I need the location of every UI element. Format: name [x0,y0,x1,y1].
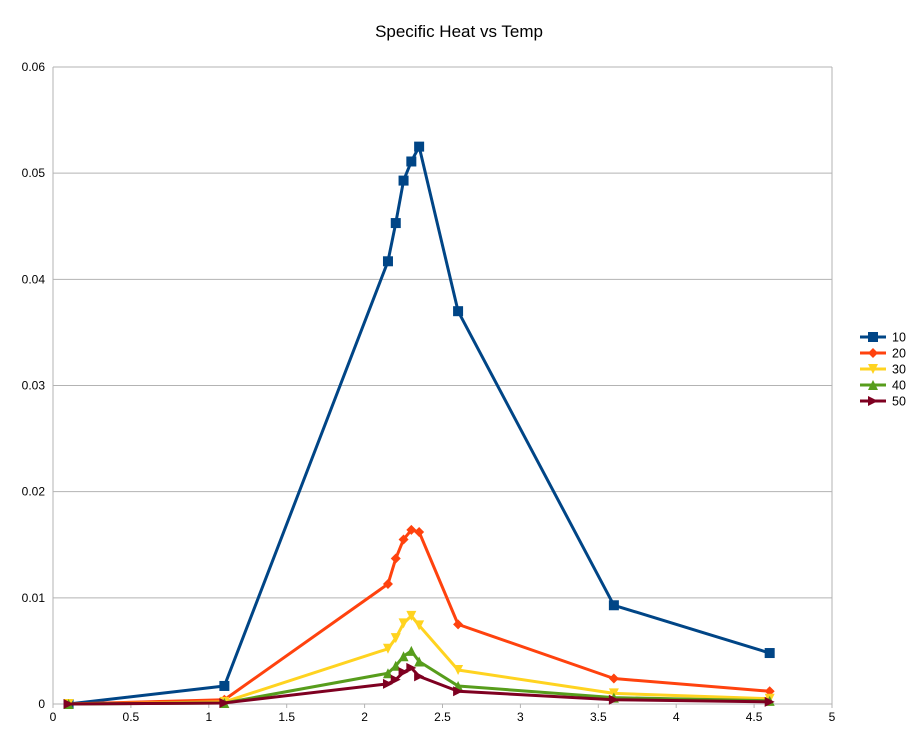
x-tick-label: 1 [205,710,212,724]
y-tick-label: 0.06 [22,60,46,74]
legend-item-50: 50 [860,395,906,409]
grid-lines [52,66,833,705]
data-point-10 [390,218,401,229]
data-point-50 [764,696,775,707]
data-point-50 [382,678,393,689]
data-point-50 [398,667,409,678]
axes: 0 0.01 0.02 0.03 0.04 0.05 0.06 0 0.5 1 1.5 2 2.5 3 3.… [22,60,836,724]
data-point-20 [608,673,619,684]
data-point-20 [414,527,425,538]
series-line-40 [68,649,770,706]
data-point-50 [390,674,401,685]
data-point-50 [63,699,74,709]
x-tick-label: 2.5 [434,710,451,724]
x-tick-label: 3.5 [590,710,607,724]
x-tick-label: 0.5 [123,710,140,724]
y-tick-label: 0.01 [22,591,46,605]
data-point-40 [398,651,409,662]
data-point-20 [390,553,401,564]
data-point-10 [398,175,409,186]
data-point-30 [382,643,393,654]
legend: 10 20 30 40 50 [860,331,906,409]
chart-title: Specific Heat vs Temp [375,22,543,41]
legend-item-20: 20 [860,347,906,361]
legend-marker-30 [868,364,878,374]
data-point-10 [382,256,393,267]
data-point-10 [453,306,464,317]
legend-marker-40 [868,380,878,390]
legend-item-40: 40 [860,379,906,393]
data-point-30 [390,633,401,644]
data-point-10 [764,648,775,659]
x-tick-label: 1.5 [278,710,295,724]
x-tick-label: 3 [517,710,524,724]
data-point-50 [414,671,425,682]
data-point-50 [406,662,417,673]
y-tick-label: 0.03 [22,379,46,393]
data-point-30 [414,620,425,631]
legend-item-10: 10 [860,331,906,345]
y-tick-label: 0 [38,697,45,711]
data-point-20 [382,579,393,590]
x-tick-label: 4.5 [746,710,763,724]
legend-item-30: 30 [860,363,906,377]
data-point-50 [608,694,619,705]
legend-label-40: 40 [892,379,906,393]
data-point-20 [406,524,417,535]
legend-marker-50 [868,396,878,406]
data-point-10 [414,141,425,152]
data-point-10 [406,156,417,167]
data-point-50 [219,697,230,708]
legend-label-20: 20 [892,347,906,361]
x-tick-label: 2 [361,710,368,724]
data-point-10 [608,600,619,611]
y-tick-label: 0.05 [22,166,46,180]
data-point-30 [398,618,409,629]
data-point-30 [453,665,464,676]
data-point-30 [406,610,417,621]
legend-marker-20 [868,348,878,358]
series-lines [63,141,775,709]
series-50 [63,662,775,709]
data-point-40 [414,656,425,667]
x-tick-label: 0 [50,710,57,724]
data-point-40 [390,660,401,671]
x-tick-label: 5 [829,710,836,724]
series-20 [63,524,775,709]
data-point-40 [406,645,417,656]
x-tick-label: 4 [673,710,680,724]
data-point-40 [382,668,393,679]
data-point-50 [453,686,464,697]
legend-label-50: 50 [892,395,906,409]
y-tick-label: 0.02 [22,485,46,499]
data-point-20 [453,619,464,630]
series-line-20 [68,528,770,706]
data-point-20 [398,534,409,545]
legend-marker-10 [868,332,878,342]
series-line-10 [68,145,771,706]
legend-label-30: 30 [892,363,906,377]
data-point-10 [219,680,230,691]
legend-label-10: 10 [892,331,906,345]
y-tick-label: 0.04 [22,272,46,286]
